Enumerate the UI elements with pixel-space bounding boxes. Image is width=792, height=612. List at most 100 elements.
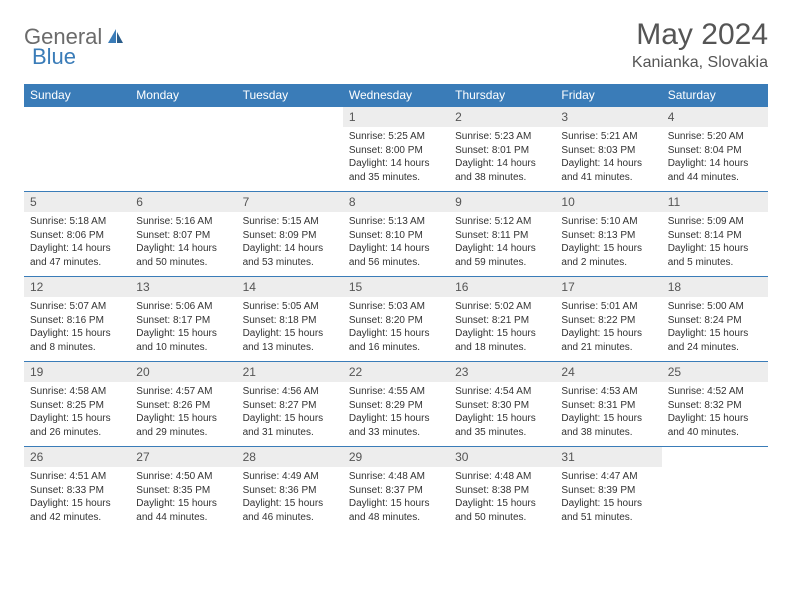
day-data-line: Sunset: 8:18 PM [243, 314, 337, 328]
day-data-line: Sunrise: 4:54 AM [455, 385, 549, 399]
title-block: May 2024 Kanianka, Slovakia [632, 18, 768, 72]
day-data-line: Daylight: 15 hours [349, 497, 443, 511]
day-number: 18 [662, 277, 768, 297]
day-data-line: Sunrise: 5:06 AM [136, 300, 230, 314]
day-data-line: Sunrise: 5:07 AM [30, 300, 124, 314]
day-data: Sunrise: 5:01 AMSunset: 8:22 PMDaylight:… [555, 297, 661, 357]
day-number: 23 [449, 362, 555, 382]
day-data-line: Daylight: 15 hours [455, 327, 549, 341]
day-data-line: and 51 minutes. [561, 511, 655, 525]
day-data-line: Sunrise: 4:56 AM [243, 385, 337, 399]
day-data: Sunrise: 5:09 AMSunset: 8:14 PMDaylight:… [662, 212, 768, 272]
day-data-line: Daylight: 15 hours [243, 412, 337, 426]
day-number: 26 [24, 447, 130, 467]
calendar-week-row: 19Sunrise: 4:58 AMSunset: 8:25 PMDayligh… [24, 362, 768, 447]
day-data-line: Daylight: 15 hours [668, 327, 762, 341]
day-data-line: Daylight: 14 hours [455, 157, 549, 171]
day-data-line: Daylight: 15 hours [243, 327, 337, 341]
day-data-line: Daylight: 15 hours [561, 327, 655, 341]
day-data-line: and 31 minutes. [243, 426, 337, 440]
day-data-line: and 48 minutes. [349, 511, 443, 525]
day-data: Sunrise: 5:13 AMSunset: 8:10 PMDaylight:… [343, 212, 449, 272]
day-data-line: Sunrise: 5:13 AM [349, 215, 443, 229]
day-number: 5 [24, 192, 130, 212]
weekday-header: Thursday [449, 84, 555, 107]
day-data-line: and 42 minutes. [30, 511, 124, 525]
calendar-cell: 21Sunrise: 4:56 AMSunset: 8:27 PMDayligh… [237, 362, 343, 447]
day-data-line: Sunset: 8:21 PM [455, 314, 549, 328]
day-number: 27 [130, 447, 236, 467]
calendar-table: SundayMondayTuesdayWednesdayThursdayFrid… [24, 84, 768, 532]
calendar-cell: 25Sunrise: 4:52 AMSunset: 8:32 PMDayligh… [662, 362, 768, 447]
day-data-line: Daylight: 15 hours [668, 242, 762, 256]
day-data-line: and 50 minutes. [136, 256, 230, 270]
day-data-line: Sunset: 8:29 PM [349, 399, 443, 413]
day-data-line: Sunrise: 4:55 AM [349, 385, 443, 399]
calendar-cell: 26Sunrise: 4:51 AMSunset: 8:33 PMDayligh… [24, 447, 130, 532]
calendar-cell: 6Sunrise: 5:16 AMSunset: 8:07 PMDaylight… [130, 192, 236, 277]
calendar-cell: 23Sunrise: 4:54 AMSunset: 8:30 PMDayligh… [449, 362, 555, 447]
day-data-line: Sunrise: 5:05 AM [243, 300, 337, 314]
day-data-line: Daylight: 15 hours [30, 412, 124, 426]
day-number: 17 [555, 277, 661, 297]
day-data: Sunrise: 4:54 AMSunset: 8:30 PMDaylight:… [449, 382, 555, 442]
day-data-line: Sunrise: 5:16 AM [136, 215, 230, 229]
calendar-cell: 14Sunrise: 5:05 AMSunset: 8:18 PMDayligh… [237, 277, 343, 362]
day-data-line: Sunset: 8:01 PM [455, 144, 549, 158]
day-data-line: Sunset: 8:07 PM [136, 229, 230, 243]
day-data-line: and 5 minutes. [668, 256, 762, 270]
day-data-line: Sunset: 8:16 PM [30, 314, 124, 328]
day-data-line: Sunset: 8:13 PM [561, 229, 655, 243]
day-data-line: Sunrise: 5:09 AM [668, 215, 762, 229]
calendar-week-row: 1Sunrise: 5:25 AMSunset: 8:00 PMDaylight… [24, 107, 768, 192]
day-data-line: Sunset: 8:37 PM [349, 484, 443, 498]
day-data-line: and 40 minutes. [668, 426, 762, 440]
day-data-line: Sunset: 8:36 PM [243, 484, 337, 498]
day-data-line: Daylight: 15 hours [30, 327, 124, 341]
day-number: 8 [343, 192, 449, 212]
day-data-line: Daylight: 14 hours [243, 242, 337, 256]
day-data-line: and 56 minutes. [349, 256, 443, 270]
day-data-line: and 26 minutes. [30, 426, 124, 440]
calendar-cell: 9Sunrise: 5:12 AMSunset: 8:11 PMDaylight… [449, 192, 555, 277]
day-number: 10 [555, 192, 661, 212]
day-data-line: Sunrise: 4:49 AM [243, 470, 337, 484]
day-data: Sunrise: 4:48 AMSunset: 8:37 PMDaylight:… [343, 467, 449, 527]
day-data-line: Sunset: 8:33 PM [30, 484, 124, 498]
calendar-cell: 18Sunrise: 5:00 AMSunset: 8:24 PMDayligh… [662, 277, 768, 362]
calendar-cell: 22Sunrise: 4:55 AMSunset: 8:29 PMDayligh… [343, 362, 449, 447]
day-data-line: Daylight: 15 hours [561, 497, 655, 511]
calendar-cell [237, 107, 343, 192]
day-data-line: Sunrise: 4:48 AM [349, 470, 443, 484]
day-data-line: Sunrise: 5:03 AM [349, 300, 443, 314]
calendar-week-row: 12Sunrise: 5:07 AMSunset: 8:16 PMDayligh… [24, 277, 768, 362]
day-data-line: Daylight: 15 hours [561, 412, 655, 426]
day-data-line: Sunrise: 5:18 AM [30, 215, 124, 229]
day-data-line: Sunset: 8:25 PM [30, 399, 124, 413]
calendar-cell: 24Sunrise: 4:53 AMSunset: 8:31 PMDayligh… [555, 362, 661, 447]
calendar-cell [662, 447, 768, 532]
day-number: 25 [662, 362, 768, 382]
day-number: 29 [343, 447, 449, 467]
calendar-cell: 3Sunrise: 5:21 AMSunset: 8:03 PMDaylight… [555, 107, 661, 192]
calendar-cell: 20Sunrise: 4:57 AMSunset: 8:26 PMDayligh… [130, 362, 236, 447]
calendar-body: 1Sunrise: 5:25 AMSunset: 8:00 PMDaylight… [24, 107, 768, 532]
day-data: Sunrise: 5:00 AMSunset: 8:24 PMDaylight:… [662, 297, 768, 357]
calendar-cell [24, 107, 130, 192]
day-number: 12 [24, 277, 130, 297]
day-data-line: Sunset: 8:38 PM [455, 484, 549, 498]
day-number: 2 [449, 107, 555, 127]
day-data-line: Sunset: 8:22 PM [561, 314, 655, 328]
day-data: Sunrise: 5:20 AMSunset: 8:04 PMDaylight:… [662, 127, 768, 187]
day-data-line: Sunset: 8:06 PM [30, 229, 124, 243]
calendar-week-row: 26Sunrise: 4:51 AMSunset: 8:33 PMDayligh… [24, 447, 768, 532]
day-data-line: Daylight: 15 hours [349, 327, 443, 341]
day-data: Sunrise: 4:56 AMSunset: 8:27 PMDaylight:… [237, 382, 343, 442]
calendar-cell: 5Sunrise: 5:18 AMSunset: 8:06 PMDaylight… [24, 192, 130, 277]
day-data-line: and 35 minutes. [349, 171, 443, 185]
day-data-line: Daylight: 15 hours [243, 497, 337, 511]
day-data-line: and 38 minutes. [455, 171, 549, 185]
day-data-line: and 47 minutes. [30, 256, 124, 270]
day-data-line: Daylight: 15 hours [136, 327, 230, 341]
day-data: Sunrise: 4:52 AMSunset: 8:32 PMDaylight:… [662, 382, 768, 442]
